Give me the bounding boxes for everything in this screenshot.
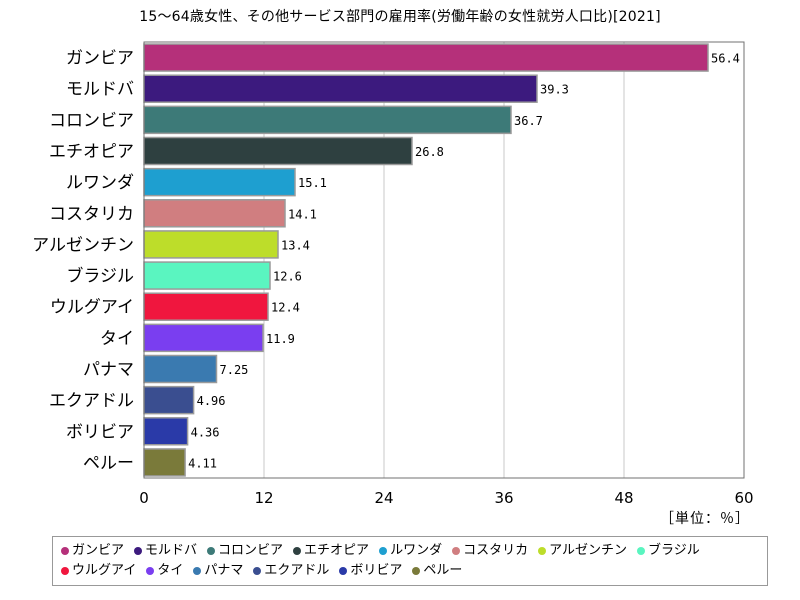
category-label: ガンビア — [66, 49, 134, 69]
legend-dot-icon — [134, 547, 143, 555]
legend-dot-icon — [61, 547, 69, 555]
plot-frame — [143, 41, 745, 479]
value-label: 4.36 — [191, 425, 220, 439]
bar — [143, 136, 413, 166]
legend-label: エクアドル — [264, 563, 330, 578]
legend-dot-icon — [379, 547, 388, 555]
legend-label: パナマ — [204, 563, 244, 578]
chart-title: 15～64歳女性、その他サービス部門の雇用率(労働年齢の女性就労人口比)[202… — [139, 9, 661, 25]
legend-item: アルゼンチン — [538, 541, 627, 561]
legend-dot-icon — [253, 567, 262, 575]
legend-label: コスタリカ — [463, 543, 529, 558]
legend-dot-icon — [146, 567, 155, 575]
legend-dot-icon — [538, 547, 547, 555]
category-label: ペルー — [83, 453, 134, 473]
bar — [143, 43, 709, 72]
value-label: 11.9 — [266, 332, 295, 346]
legend-label: ブラジル — [647, 543, 700, 558]
legend-item: ブラジル — [636, 541, 700, 561]
category-label: コロンビア — [49, 111, 134, 131]
bar — [143, 385, 195, 415]
value-label: 4.96 — [197, 394, 226, 408]
category-label: ブラジル — [66, 266, 134, 287]
legend-label: ウルグアイ — [72, 563, 137, 578]
value-label: 4.11 — [188, 456, 217, 470]
bar — [143, 448, 186, 477]
bar — [143, 105, 512, 135]
bar — [143, 167, 296, 197]
value-label: 26.8 — [415, 145, 444, 159]
x-tick-label: 48 — [614, 489, 633, 507]
bar — [143, 323, 264, 353]
legend-dot-icon — [412, 567, 421, 575]
legend-item: エチオピア — [293, 541, 369, 561]
x-tick-label: 24 — [374, 489, 393, 507]
legend-item: ペルー — [412, 561, 462, 581]
unit-label: ［単位：％］ — [660, 511, 750, 527]
x-tick-label: 12 — [254, 489, 273, 507]
legend-label: モルドバ — [145, 543, 198, 558]
legend-label: エチオピア — [304, 543, 370, 558]
legend-item: タイ — [146, 561, 183, 581]
legend-item: パナマ — [193, 561, 243, 581]
legend-item: ルワンダ — [379, 541, 442, 561]
category-label: タイ — [100, 329, 134, 349]
x-tick-label: 36 — [494, 489, 513, 507]
legend-dot-icon — [61, 567, 69, 575]
legend-label: ルワンダ — [390, 543, 443, 558]
legend-dot-icon — [452, 547, 461, 555]
legend-label: ペルー — [423, 563, 463, 578]
category-label: ウルグアイ — [50, 298, 134, 318]
category-label: アルゼンチン — [32, 235, 134, 255]
bar — [143, 230, 279, 259]
legend-item: コロンビア — [207, 541, 283, 561]
x-tick-label: 0 — [139, 489, 149, 507]
bar — [143, 354, 218, 384]
legend-label: アルゼンチン — [549, 543, 627, 558]
category-label: エチオピア — [49, 142, 134, 162]
legend-dot-icon — [636, 547, 645, 555]
value-label: 36.7 — [514, 114, 543, 128]
value-label: 56.4 — [711, 52, 740, 66]
legend-dot-icon — [339, 567, 348, 575]
legend-label: タイ — [157, 563, 184, 578]
bar — [143, 261, 271, 290]
bar — [143, 292, 269, 321]
legend-label: ボリビア — [350, 563, 403, 578]
legend-item: コスタリカ — [452, 541, 528, 561]
legend-item: ボリビア — [339, 561, 402, 581]
category-label: モルドバ — [66, 80, 134, 100]
legend-dot-icon — [193, 567, 202, 575]
x-tick-label: 60 — [734, 489, 753, 507]
legend-item: ガンビア — [61, 541, 124, 561]
legend-item: モルドバ — [134, 541, 197, 561]
category-label: コスタリカ — [49, 204, 134, 224]
value-label: 14.1 — [288, 207, 317, 221]
value-label: 7.25 — [220, 363, 249, 377]
category-label: パナマ — [83, 360, 134, 380]
legend-item: ウルグアイ — [61, 561, 136, 581]
legend: ガンビア モルドバ コロンビア エチオピア ルワンダ コスタリカ アルゼンチン ブラジルウルグ… — [52, 536, 768, 586]
value-label: 15.1 — [298, 176, 327, 190]
legend-item: エクアドル — [253, 561, 329, 581]
value-label: 39.3 — [540, 83, 569, 97]
bar — [143, 417, 189, 446]
legend-label: ガンビア — [72, 543, 125, 558]
bar — [143, 74, 538, 103]
value-label: 13.4 — [281, 238, 310, 252]
legend-dot-icon — [293, 547, 302, 555]
value-label: 12.6 — [273, 270, 302, 284]
bar — [143, 199, 286, 228]
category-label: ボリビア — [66, 422, 134, 442]
legend-dot-icon — [207, 547, 216, 555]
category-label: ルワンダ — [66, 173, 134, 193]
value-label: 12.4 — [271, 301, 300, 315]
legend-label: コロンビア — [218, 543, 284, 558]
category-label: エクアドル — [49, 391, 134, 411]
